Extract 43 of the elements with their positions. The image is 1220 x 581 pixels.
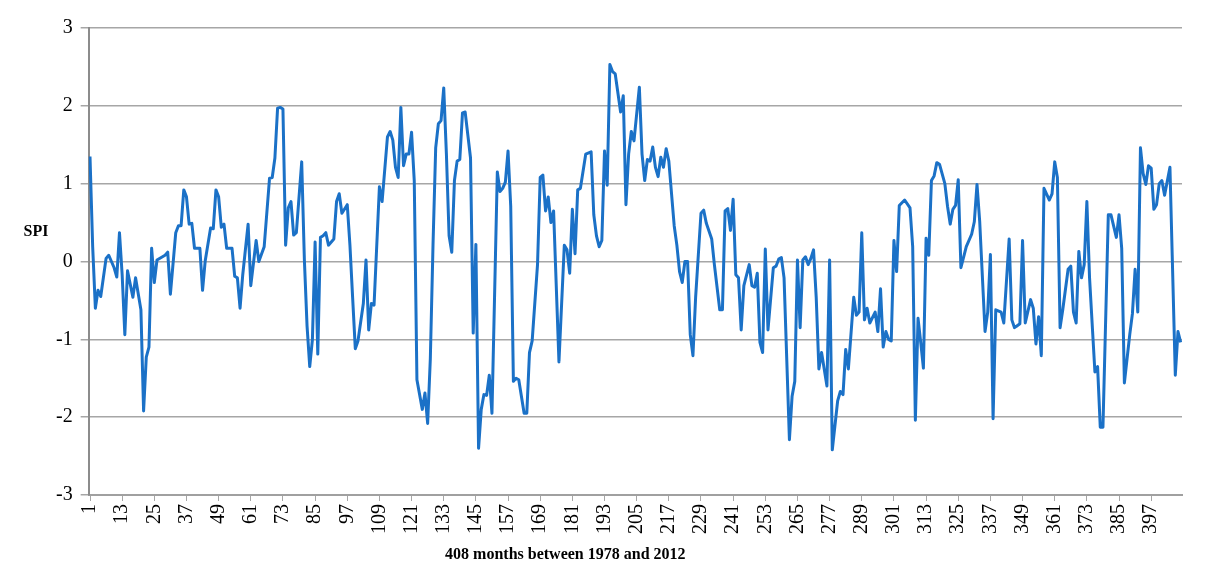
x-tick-label: 37 — [173, 504, 196, 524]
x-tick-label: 337 — [977, 504, 1000, 534]
x-tick-label: 325 — [945, 504, 968, 534]
x-tick-label: 73 — [270, 504, 293, 524]
x-tick-label: 361 — [1041, 504, 1064, 534]
x-tick-label: 109 — [366, 504, 389, 534]
x-tick-label: 133 — [430, 504, 453, 534]
x-tick-label: 85 — [302, 504, 325, 524]
x-tick-label: 349 — [1009, 504, 1032, 534]
x-tick-label: 145 — [463, 504, 486, 534]
x-tick-label: 217 — [656, 504, 679, 534]
x-tick-label: 193 — [591, 504, 614, 534]
x-tick-label: 289 — [849, 504, 872, 534]
x-tick-label: 229 — [688, 504, 711, 534]
x-tick-label: 49 — [205, 504, 228, 524]
x-tick-label: 265 — [784, 504, 807, 534]
x-tick-label: 301 — [881, 504, 904, 534]
x-tick-label: 121 — [398, 504, 421, 534]
x-tick-label: 397 — [1138, 504, 1161, 534]
y-tick-label: 0 — [62, 248, 73, 271]
x-tick-label: 181 — [559, 504, 582, 534]
x-tick-label: 169 — [527, 504, 550, 534]
y-tick-label: 3 — [62, 15, 73, 38]
x-tick-label: 253 — [752, 504, 775, 534]
x-tick-label: 241 — [720, 504, 743, 534]
y-tick-label: 1 — [62, 170, 73, 193]
x-tick-label: 61 — [238, 504, 261, 524]
x-tick-label: 373 — [1074, 504, 1097, 534]
y-tick-label: 2 — [62, 93, 73, 116]
y-axis-title: SPI — [23, 221, 49, 239]
x-tick-label: 385 — [1106, 504, 1129, 534]
x-tick-label: 205 — [623, 504, 646, 534]
x-tick-label: 25 — [141, 504, 164, 524]
x-tick-label: 1 — [77, 504, 100, 514]
y-tick-label: -2 — [55, 404, 73, 427]
x-tick-label: 13 — [109, 504, 132, 524]
x-tick-label: 313 — [913, 504, 936, 534]
x-tick-label: 157 — [495, 504, 518, 534]
x-tick-label: 277 — [816, 504, 839, 534]
y-tick-label: -1 — [55, 326, 73, 349]
x-tick-label: 97 — [334, 504, 357, 524]
x-axis-title: 408 months between 1978 and 2012 — [445, 545, 686, 563]
y-tick-label: -3 — [55, 482, 73, 505]
